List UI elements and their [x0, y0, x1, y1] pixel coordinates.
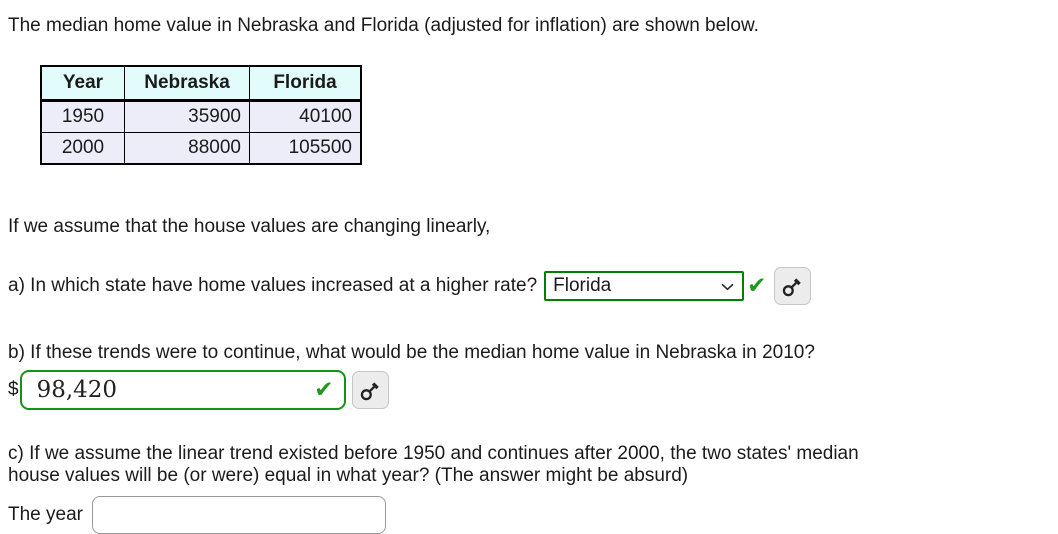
cell-year-1950: 1950 — [40, 100, 125, 133]
col-header-year: Year — [40, 65, 125, 102]
show-answer-key-button[interactable] — [774, 267, 812, 305]
table-row: 1950 35900 40100 — [40, 100, 362, 133]
cell-nebraska-1950: 35900 — [124, 100, 250, 133]
part-a-question: a) In which state have home values incre… — [8, 275, 538, 296]
part-b-answer-value: 98,420 — [36, 377, 118, 403]
cell-nebraska-2000: 88000 — [124, 132, 250, 165]
part-c-question-line1: c) If we assume the linear trend existed… — [8, 443, 859, 464]
state-select-value: Florida — [553, 275, 612, 296]
home-value-table: Year Nebraska Florida 1950 35900 40100 2… — [40, 65, 362, 165]
part-b-question: b) If these trends were to continue, wha… — [8, 342, 815, 363]
correct-check-icon: ✔ — [314, 376, 334, 403]
state-select[interactable]: Florida — [544, 271, 745, 301]
assumption-text: If we assume that the house values are c… — [8, 216, 491, 237]
problem-intro: The median home value in Nebraska and Fl… — [8, 15, 759, 36]
cell-year-2000: 2000 — [40, 132, 125, 165]
part-b-answer-row: $ 98,420 ✔ — [8, 370, 1048, 410]
table-header-row: Year Nebraska Florida — [40, 65, 362, 102]
year-input[interactable] — [91, 496, 386, 534]
cell-florida-1950: 40100 — [249, 100, 362, 133]
part-c-question-line2: house values will be (or were) equal in … — [8, 464, 689, 486]
currency-prefix: $ — [8, 379, 19, 400]
table-row: 2000 88000 105500 — [40, 132, 362, 165]
year-label: The year — [8, 504, 83, 525]
show-answer-key-button[interactable] — [351, 371, 389, 409]
col-header-nebraska: Nebraska — [124, 65, 250, 102]
col-header-florida: Florida — [249, 65, 362, 102]
cell-florida-2000: 105500 — [249, 132, 362, 165]
part-c-answer-row: The year — [8, 496, 1048, 534]
part-a-row: a) In which state have home values incre… — [8, 267, 1048, 305]
chevron-down-icon — [719, 278, 736, 295]
part-b-answer-input[interactable]: 98,420 ✔ — [19, 370, 346, 410]
correct-check-icon: ✔ — [747, 272, 767, 299]
part-c-question: c) If we assume the linear trend existed… — [8, 443, 1048, 486]
